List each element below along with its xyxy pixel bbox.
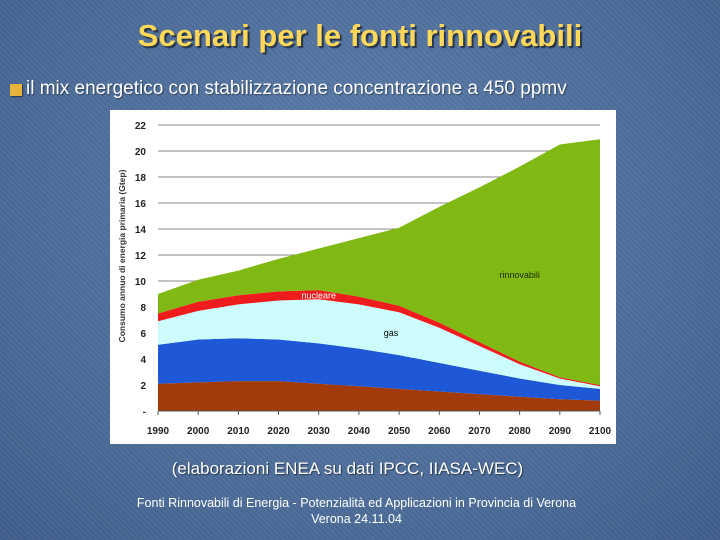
x-tick-label-2100: 2100 xyxy=(589,426,612,437)
footer-line-2: Verona 24.11.04 xyxy=(311,512,402,526)
x-tick-label-2040: 2040 xyxy=(348,426,371,437)
x-tick-label-2090: 2090 xyxy=(549,426,572,437)
series-label-rinnovabili: rinnovabili xyxy=(499,270,540,280)
y-tick-label-6: 6 xyxy=(140,329,146,340)
slide-subtitle: il mix energetico con stabilizzazione co… xyxy=(26,78,567,99)
chart-source-caption: (elaborazioni ENEA su dati IPCC, IIASA-W… xyxy=(171,459,524,478)
x-tick-label-2050: 2050 xyxy=(388,426,411,437)
area-carbone xyxy=(158,381,600,411)
y-tick-label-8: 8 xyxy=(140,303,146,314)
x-tick-label-1990: 1990 xyxy=(147,426,170,437)
y-tick-label-4: 4 xyxy=(140,355,146,366)
footer: Fonti Rinnovabili di Energia - Potenzial… xyxy=(0,495,713,527)
area-nucleare xyxy=(158,290,600,387)
stacked-area-chart: carbonepetroliogasnuclearerinnovabili-24… xyxy=(117,121,612,437)
x-tick-label-2030: 2030 xyxy=(308,426,331,437)
x-tick-label-2060: 2060 xyxy=(428,426,451,437)
y-tick-label-12: 12 xyxy=(135,251,147,262)
series-label-nucleare: nucleare xyxy=(301,291,336,301)
slide-title: Scenari per le fonti rinnovabili xyxy=(137,18,583,53)
x-tick-label-2020: 2020 xyxy=(267,426,290,437)
x-tick-label-2010: 2010 xyxy=(227,426,250,437)
x-tick-label-2000: 2000 xyxy=(187,426,210,437)
x-tick-label-2070: 2070 xyxy=(468,426,491,437)
y-tick-label-22: 22 xyxy=(135,121,147,132)
y-tick-label-10: 10 xyxy=(135,277,147,288)
area-rinnovabili xyxy=(158,139,600,385)
y-tick-label-16: 16 xyxy=(135,199,147,210)
chart-panel: carbonepetroliogasnuclearerinnovabili-24… xyxy=(110,110,616,444)
y-tick-label-2: 2 xyxy=(140,381,146,392)
y-tick-label-0: - xyxy=(143,407,146,418)
series-label-gas: gas xyxy=(384,328,399,338)
area-petrolio xyxy=(158,338,600,401)
area-gas xyxy=(158,299,600,389)
y-tick-label-20: 20 xyxy=(135,147,147,158)
bullet-icon xyxy=(10,84,22,96)
footer-line-1: Fonti Rinnovabili di Energia - Potenzial… xyxy=(136,496,577,510)
y-tick-label-18: 18 xyxy=(135,173,147,184)
y-tick-label-14: 14 xyxy=(135,225,147,236)
y-axis-title: Consumo annuo di energia primaria (Gtep) xyxy=(117,169,127,342)
x-tick-label-2080: 2080 xyxy=(509,426,532,437)
